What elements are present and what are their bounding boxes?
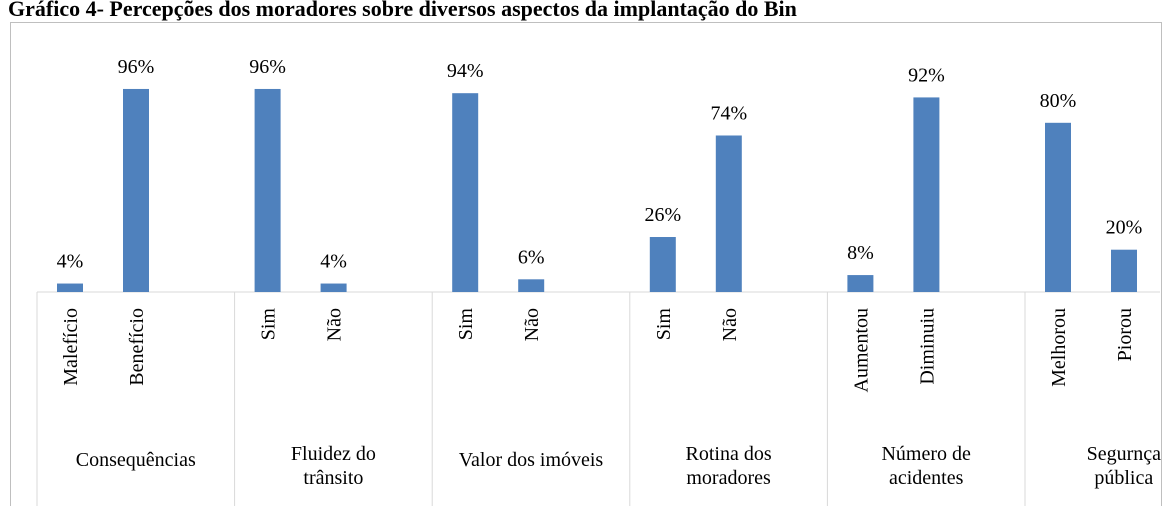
- x-tick-label: Piorou: [1114, 308, 1136, 361]
- bar: [715, 135, 742, 292]
- value-label: 92%: [908, 64, 945, 86]
- bar: [254, 88, 281, 293]
- group-label: Consequências: [76, 449, 196, 471]
- x-tick-label: Não: [719, 308, 741, 341]
- x-tick-label: Sim: [455, 308, 477, 341]
- x-tick-label: Não: [521, 308, 543, 341]
- x-tick-label: Sim: [653, 308, 675, 341]
- bar: [1045, 122, 1071, 292]
- group-label: acidentes: [889, 467, 964, 489]
- bar: [518, 279, 545, 292]
- x-tick-label: Diminuiu: [916, 308, 938, 385]
- group-label: trânsito: [303, 467, 363, 489]
- bar: [57, 283, 83, 292]
- x-tick-label: Aumentou: [850, 308, 872, 392]
- bar: [123, 88, 149, 293]
- bar: [1111, 249, 1137, 292]
- x-tick-label: Melhorou: [1048, 308, 1070, 387]
- value-label: 26%: [644, 204, 681, 226]
- group-label: pública: [1094, 467, 1153, 489]
- value-label: 94%: [447, 60, 484, 82]
- x-tick-label: Benefício: [126, 308, 148, 386]
- x-tick-label: Sim: [258, 308, 280, 341]
- x-tick-label: Não: [324, 308, 346, 341]
- group-label: Fluidez do: [291, 443, 376, 465]
- value-label: 4%: [320, 251, 347, 273]
- value-label: 6%: [518, 246, 545, 268]
- chart-title: Gráfico 4- Percepções dos moradores sobr…: [8, 0, 797, 21]
- group-label: Valor dos imóveis: [459, 449, 604, 471]
- value-label: 20%: [1106, 217, 1143, 239]
- value-label: 74%: [710, 102, 747, 124]
- bar: [649, 237, 676, 292]
- value-label: 80%: [1040, 90, 1077, 112]
- group-label: Rotina dos: [686, 443, 772, 465]
- group-label: Segurnça: [1087, 443, 1162, 465]
- chart-border: [10, 22, 1162, 506]
- value-label: 4%: [57, 251, 84, 273]
- x-tick-label: Malefício: [60, 308, 82, 386]
- group-label: Número de: [881, 443, 971, 465]
- value-label: 8%: [847, 242, 874, 264]
- bar: [452, 93, 479, 292]
- group-label: moradores: [686, 467, 771, 489]
- value-label: 96%: [249, 56, 286, 78]
- bar: [913, 97, 940, 292]
- bar: [320, 283, 347, 292]
- value-label: 96%: [118, 56, 155, 78]
- bar: [847, 275, 874, 292]
